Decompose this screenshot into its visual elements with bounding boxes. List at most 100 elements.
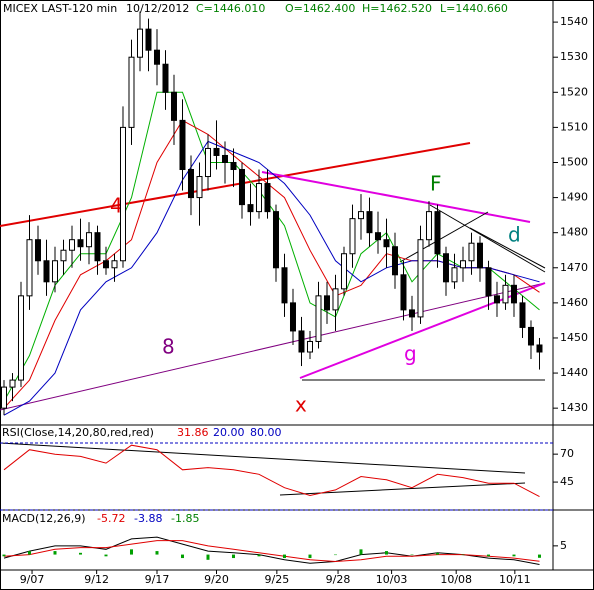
candle-body [323,295,330,311]
histogram-bar [282,554,286,559]
candle-body [136,28,143,58]
candle-body [510,284,517,304]
candle-body [493,295,500,304]
x-tick-label: 9/12 [84,573,109,586]
candle-body [442,253,449,283]
histogram-bar [2,554,6,557]
candle-body [85,232,92,248]
rsi-high: 80.00 [250,426,282,439]
candle-body [68,239,75,251]
macd-title: MACD(12,26,9) [2,512,86,525]
y-tick-label: 1450 [560,331,588,344]
histogram-bar [359,549,363,555]
y-tick-label: 1460 [560,296,588,309]
histogram-bar [206,554,210,560]
trend-line [429,204,546,273]
histogram-bar [231,554,235,559]
y-tick-label: 1500 [560,155,588,168]
trend-line [0,142,471,227]
candle-body [170,91,177,121]
y-tick-label: 1440 [560,366,588,379]
candle-body [179,119,186,171]
candle-body [255,183,262,213]
candle-body [289,302,296,332]
histogram-bar [129,549,133,555]
y-tick-label: 1520 [560,85,588,98]
trend-line [399,211,489,263]
x-tick-label: 9/07 [20,573,45,586]
candle-body [187,169,194,199]
y-tick-label: 5 [560,539,567,552]
histogram-bar [333,554,337,556]
candle-body [196,176,203,199]
header-high: H=1462.520 [362,2,432,15]
candle-body [527,326,534,346]
histogram-bar [384,551,388,555]
y-tick-label: 1430 [560,401,588,414]
candle-body [468,242,475,262]
candle-body [476,242,483,269]
series-line [3,91,540,402]
macd-signal: -3.88 [134,512,162,525]
macd-hist: -1.85 [171,512,199,525]
candle-body [451,267,458,283]
candle-body [94,232,101,262]
candle-body [204,147,211,178]
histogram-bar [410,554,414,556]
y-tick-label: 1510 [560,120,588,133]
candle-body [119,126,126,262]
series-line [3,140,540,416]
histogram-bar [486,554,490,557]
histogram-bar [435,552,439,555]
candle-body [111,260,118,269]
header-low: L=1440.660 [440,2,508,15]
candle-body [502,284,509,304]
rsi-title: RSI(Close,14,20,80,red,red) [2,426,154,439]
candle-body [128,56,135,128]
candle-body [332,288,339,311]
candle-body [26,239,33,297]
candle-body [536,344,543,353]
histogram-bar [308,554,312,559]
y-tick-label: 1540 [560,15,588,28]
series-line [3,444,540,498]
annotation: 4 [110,194,123,218]
series-line [3,540,540,563]
candle-body [340,253,347,290]
candle-body [417,239,424,318]
annotation: d [508,223,521,247]
annotation: 8 [162,335,175,359]
histogram-bar [53,551,57,555]
trend-line [469,227,546,269]
candle-body [102,260,109,269]
rsi-low: 20.00 [213,426,245,439]
annotation: F [430,172,442,196]
y-tick-label: 45 [560,475,574,488]
x-tick-label: 10/03 [376,573,408,586]
histogram-bar [180,554,184,559]
x-tick-label: 9/25 [264,573,289,586]
candle-body [519,302,526,328]
candle-body [43,260,50,283]
candle-body [366,211,373,234]
candle-body [51,260,58,283]
candle-body [383,239,390,248]
candle-body [459,260,466,269]
annotation: x [295,393,307,417]
candle-body [60,249,67,262]
histogram-bar [512,554,516,557]
histogram-bar [27,551,31,555]
y-tick-label: 1470 [560,261,588,274]
candle-body [391,246,398,276]
candle-body [315,295,322,342]
header-close: C=1446.010 [196,2,265,15]
x-tick-label: 9/17 [145,573,170,586]
x-tick-label: 10/11 [499,573,531,586]
candle-body [34,239,41,262]
annotation: g [404,342,417,366]
candle-body [298,330,305,353]
candle-body [145,28,152,51]
histogram-bar [257,554,261,557]
histogram-bar [78,552,82,555]
